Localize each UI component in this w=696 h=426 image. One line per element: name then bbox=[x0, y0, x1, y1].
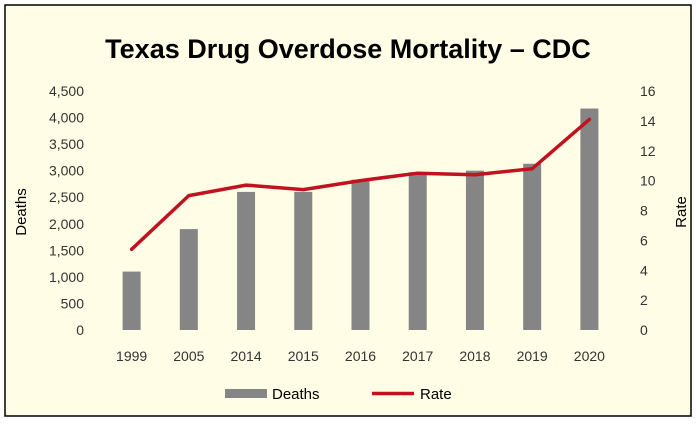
y-right-tick-label: 4 bbox=[640, 262, 648, 278]
y-left-tick-label: 4,000 bbox=[49, 110, 84, 126]
x-tick-label: 2017 bbox=[402, 348, 433, 364]
x-tick-label: 2020 bbox=[574, 348, 605, 364]
legend-swatch-deaths bbox=[225, 389, 267, 398]
y-axis-left-label: Deaths bbox=[13, 188, 30, 236]
rate-point-2014 bbox=[244, 183, 248, 187]
line-series-rate bbox=[129, 117, 592, 252]
y-right-tick-label: 0 bbox=[640, 322, 648, 338]
rate-point-1999 bbox=[130, 247, 134, 251]
y-left-tick-label: 3,000 bbox=[49, 163, 84, 179]
rate-point-2018 bbox=[473, 173, 477, 177]
y-left-tick-label: 2,500 bbox=[49, 189, 84, 205]
y-right-tick-label: 14 bbox=[640, 113, 656, 129]
chart-title: Texas Drug Overdose Mortality – CDC bbox=[105, 34, 591, 64]
x-tick-label: 2005 bbox=[173, 348, 204, 364]
y-left-tick-label: 0 bbox=[76, 322, 84, 338]
legend-label-deaths: Deaths bbox=[272, 386, 320, 403]
bar-deaths-2005 bbox=[179, 229, 198, 330]
x-tick-label: 2014 bbox=[230, 348, 261, 364]
y-axis-right-label: Rate bbox=[673, 196, 690, 228]
y-axis-left-ticks: 0 500 1,000 1,500 2,000 2,500 3,000 3,500 4,000 4… bbox=[49, 83, 84, 338]
rate-point-2019 bbox=[530, 167, 534, 171]
y-right-tick-label: 8 bbox=[640, 203, 648, 219]
bar-series-deaths bbox=[122, 108, 599, 330]
rate-point-2020 bbox=[587, 117, 591, 121]
chart-background bbox=[4, 4, 692, 417]
bar-deaths-1999 bbox=[122, 271, 141, 330]
y-right-tick-label: 12 bbox=[640, 143, 656, 159]
x-tick-label: 2018 bbox=[459, 348, 490, 364]
x-tick-label: 1999 bbox=[116, 348, 147, 364]
rate-point-2015 bbox=[301, 188, 305, 192]
bar-deaths-2018 bbox=[465, 170, 484, 330]
legend: Deaths Rate bbox=[225, 386, 452, 403]
y-axis-right-ticks: 0 2 4 6 8 10 12 14 16 bbox=[640, 83, 656, 338]
y-right-tick-label: 10 bbox=[640, 173, 656, 189]
bar-deaths-2015 bbox=[294, 191, 313, 330]
y-right-tick-label: 2 bbox=[640, 292, 648, 308]
y-left-tick-label: 1,500 bbox=[49, 242, 84, 258]
y-left-tick-label: 2,000 bbox=[49, 216, 84, 232]
rate-point-2017 bbox=[416, 171, 420, 175]
x-tick-label: 2016 bbox=[345, 348, 376, 364]
y-left-tick-label: 1,000 bbox=[49, 269, 84, 285]
rate-point-2005 bbox=[187, 194, 191, 198]
rate-point-2016 bbox=[359, 179, 362, 183]
x-tick-label: 2015 bbox=[288, 348, 319, 364]
y-left-tick-label: 4,500 bbox=[49, 83, 84, 99]
y-left-tick-label: 500 bbox=[61, 295, 85, 311]
y-right-tick-label: 16 bbox=[640, 83, 656, 99]
x-tick-label: 2019 bbox=[517, 348, 548, 364]
bar-deaths-2017 bbox=[408, 172, 427, 330]
bar-deaths-2016 bbox=[351, 179, 370, 330]
bar-deaths-2020 bbox=[580, 108, 599, 330]
y-right-tick-label: 6 bbox=[640, 232, 648, 248]
bar-deaths-2019 bbox=[523, 163, 542, 330]
bar-deaths-2014 bbox=[237, 191, 256, 330]
x-axis-ticks: 1999 2005 2014 2015 2016 2017 2018 2019 2020 bbox=[116, 348, 605, 364]
y-left-tick-label: 3,500 bbox=[49, 136, 84, 152]
legend-label-rate: Rate bbox=[420, 386, 452, 403]
